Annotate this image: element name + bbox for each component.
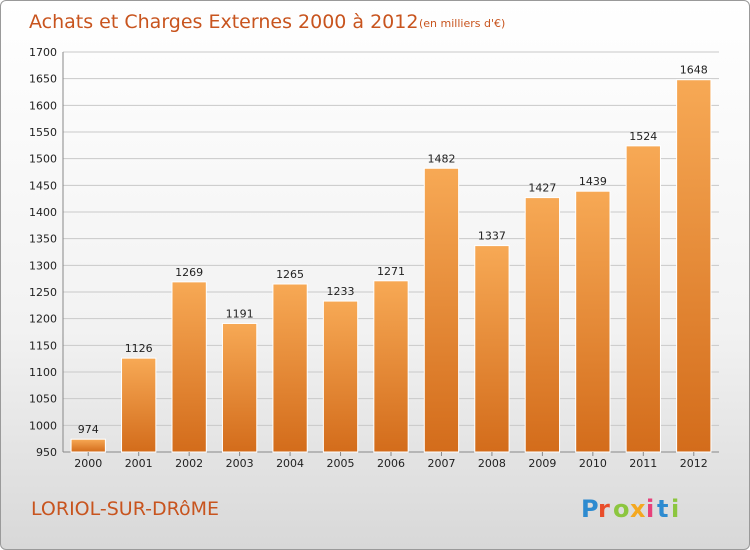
bar-value-label: 974 — [78, 423, 99, 436]
y-tick-label: 950 — [36, 446, 57, 459]
bar-value-label: 1126 — [125, 342, 153, 355]
y-tick-label: 1650 — [29, 73, 57, 86]
x-tick-label: 2000 — [74, 457, 102, 470]
x-tick-label: 2006 — [377, 457, 405, 470]
svg-text:r: r — [598, 495, 610, 523]
x-tick-label: 2010 — [579, 457, 607, 470]
bar-value-label: 1337 — [478, 230, 506, 243]
y-tick-label: 1500 — [29, 153, 57, 166]
x-tick-label: 2012 — [680, 457, 708, 470]
bar — [272, 283, 308, 453]
svg-text:i: i — [671, 495, 679, 523]
bar-value-label: 1271 — [377, 265, 405, 278]
svg-text:x: x — [630, 495, 646, 523]
y-tick-label: 1600 — [29, 99, 57, 112]
y-tick-label: 1100 — [29, 366, 57, 379]
y-tick-label: 1250 — [29, 286, 57, 299]
x-tick-label: 2003 — [226, 457, 254, 470]
bar-value-label: 1427 — [528, 182, 556, 195]
y-tick-label: 1700 — [29, 46, 57, 59]
commune-name: LORIOL-SUR-DRôME — [31, 498, 219, 520]
svg-text:t: t — [657, 495, 668, 523]
x-tick-label: 2007 — [427, 457, 455, 470]
bar — [171, 281, 207, 453]
bar — [625, 145, 661, 453]
y-tick-label: 1350 — [29, 233, 57, 246]
x-axis: 2000 2001 2002 2003 2004 2005 2006 2007 2008 2009… — [74, 452, 708, 470]
bar — [121, 357, 157, 453]
chart-title: Achats et Charges Externes 2000 à 2012 — [29, 11, 418, 33]
x-tick-label: 2008 — [478, 457, 506, 470]
x-tick-label: 2004 — [276, 457, 304, 470]
bar — [221, 322, 258, 453]
x-tick-label: 2001 — [125, 457, 153, 470]
svg-text:i: i — [646, 495, 654, 523]
x-tick-label: 2011 — [629, 457, 657, 470]
chart-subtitle: (en milliers d'€) — [419, 17, 505, 30]
bar — [524, 197, 561, 453]
bar — [322, 300, 359, 453]
bar — [70, 438, 106, 453]
y-tick-label: 1450 — [29, 179, 57, 192]
svg-text:P: P — [581, 495, 599, 523]
bar-value-label: 1269 — [175, 266, 203, 279]
y-tick-label: 1550 — [29, 126, 57, 139]
bar-value-label: 1648 — [680, 64, 708, 77]
svg-text:o: o — [613, 495, 630, 523]
y-tick-label: 1150 — [29, 339, 57, 352]
bar-value-label: 1191 — [226, 307, 254, 320]
bar-value-label: 1265 — [276, 268, 304, 281]
bar-value-label: 1439 — [579, 175, 607, 188]
bar — [575, 190, 611, 453]
bar — [676, 79, 712, 453]
value-labels-layer: 974 1126 1269 1191 1265 1233 1271 1482 1337 1427 1… — [78, 64, 708, 436]
x-tick-label: 2009 — [528, 457, 556, 470]
y-tick-label: 1000 — [29, 419, 57, 432]
bar — [474, 245, 510, 453]
y-axis: 950 1000 1050 1100 1150 1200 1250 1300 1350 1400 1… — [29, 46, 719, 459]
bar — [373, 280, 409, 453]
bar — [423, 167, 460, 453]
bar-value-label: 1482 — [427, 152, 455, 165]
y-tick-label: 1400 — [29, 206, 57, 219]
proxiti-logo: P r o x i t i — [581, 495, 679, 523]
y-tick-label: 1200 — [29, 313, 57, 326]
bar-value-label: 1233 — [327, 285, 355, 298]
bars-layer — [70, 79, 712, 453]
bar-value-label: 1524 — [629, 130, 657, 143]
x-tick-label: 2005 — [327, 457, 355, 470]
y-tick-label: 1050 — [29, 393, 57, 406]
y-tick-label: 1300 — [29, 259, 57, 272]
x-tick-label: 2002 — [175, 457, 203, 470]
